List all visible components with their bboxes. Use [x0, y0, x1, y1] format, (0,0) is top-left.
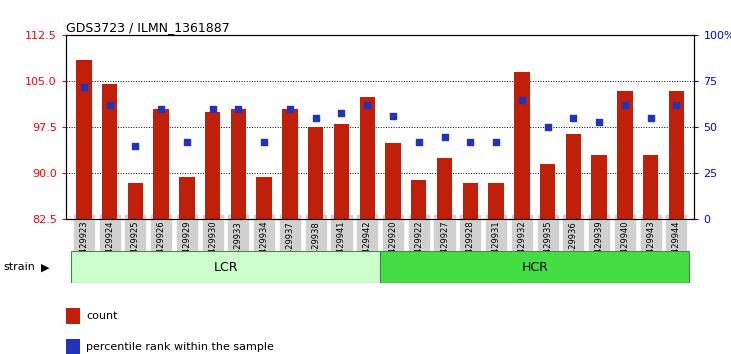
Point — [284, 106, 296, 112]
Point — [387, 114, 399, 119]
Bar — [437, 158, 452, 219]
Bar — [102, 85, 117, 219]
Bar — [308, 127, 323, 219]
Bar — [231, 109, 246, 219]
Bar — [463, 183, 478, 219]
Bar — [411, 179, 426, 219]
Bar — [488, 183, 504, 219]
Point — [567, 115, 579, 121]
Point — [78, 84, 90, 90]
Point — [594, 119, 605, 125]
Bar — [66, 339, 80, 354]
Point — [336, 110, 347, 115]
Point — [181, 139, 193, 145]
Bar — [566, 133, 581, 219]
Bar — [514, 72, 529, 219]
Point — [207, 106, 219, 112]
Point — [104, 103, 115, 108]
Text: count: count — [86, 311, 118, 321]
Bar — [179, 177, 194, 219]
Bar — [257, 177, 272, 219]
Point — [491, 139, 502, 145]
Bar — [385, 143, 401, 219]
Bar — [154, 109, 169, 219]
Bar — [128, 183, 143, 219]
Bar — [66, 308, 80, 324]
Point — [155, 106, 167, 112]
Point — [129, 143, 141, 149]
Point — [516, 97, 528, 103]
Point — [645, 115, 656, 121]
Bar — [205, 112, 220, 219]
Point — [439, 134, 450, 139]
Bar — [669, 91, 684, 219]
Bar — [360, 97, 375, 219]
Point — [258, 139, 270, 145]
Bar — [643, 155, 659, 219]
Text: percentile rank within the sample: percentile rank within the sample — [86, 342, 274, 352]
Text: GDS3723 / ILMN_1361887: GDS3723 / ILMN_1361887 — [66, 21, 230, 34]
Bar — [540, 164, 556, 219]
Bar — [591, 155, 607, 219]
Point — [670, 103, 682, 108]
Bar — [76, 60, 91, 219]
Bar — [334, 124, 349, 219]
Text: strain: strain — [4, 262, 36, 272]
Text: ▶: ▶ — [41, 262, 50, 272]
Bar — [282, 109, 298, 219]
Point — [232, 106, 244, 112]
Point — [310, 115, 322, 121]
Point — [361, 103, 373, 108]
Bar — [617, 91, 632, 219]
Text: LCR: LCR — [213, 261, 238, 274]
Point — [413, 139, 425, 145]
Bar — [380, 251, 689, 283]
Point — [542, 125, 553, 130]
Point — [619, 103, 631, 108]
Point — [464, 139, 476, 145]
Bar — [71, 251, 380, 283]
Text: HCR: HCR — [521, 261, 548, 274]
